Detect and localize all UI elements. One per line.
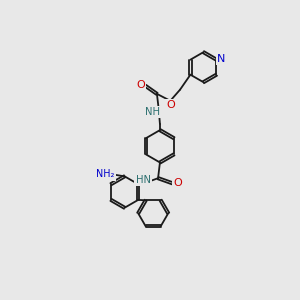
Text: O: O — [166, 100, 175, 110]
Text: HN: HN — [136, 175, 151, 184]
Text: O: O — [173, 178, 182, 188]
Text: N: N — [217, 54, 225, 64]
Text: NH: NH — [145, 107, 160, 117]
Text: O: O — [136, 80, 145, 90]
Text: NH₂: NH₂ — [96, 169, 115, 179]
